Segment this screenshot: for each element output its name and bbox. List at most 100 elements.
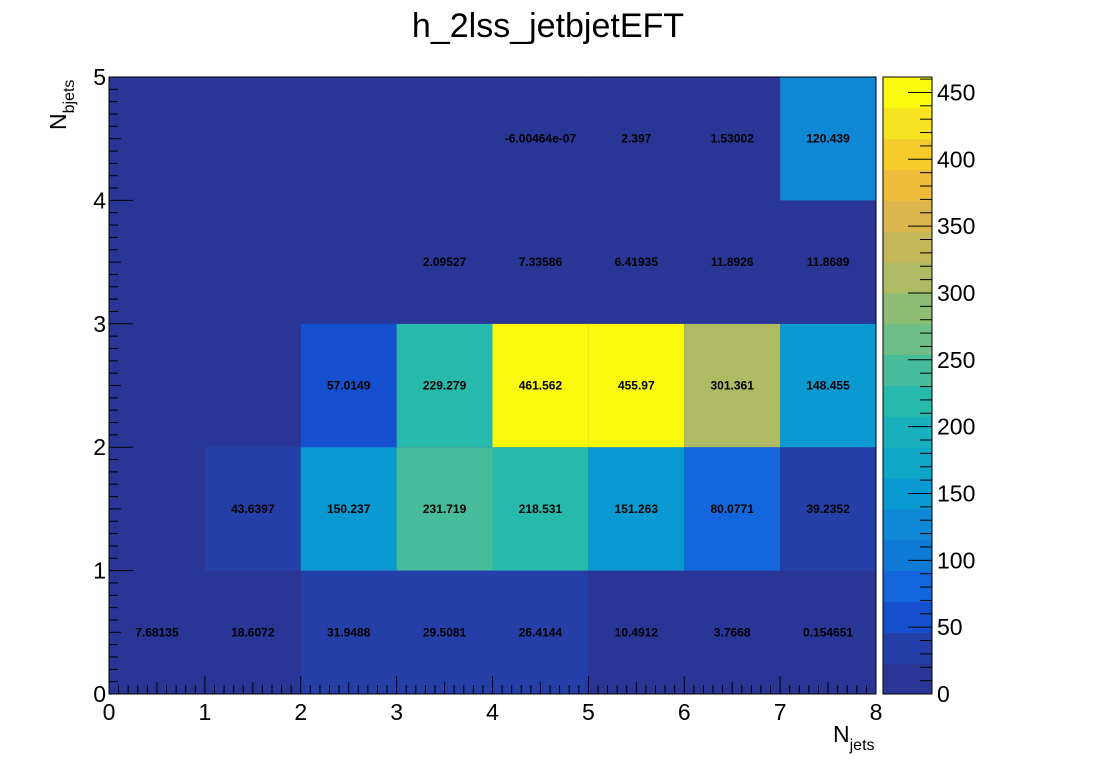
- color-palette: 0 50 100 150 200 250 300 350 400 450: [882, 76, 975, 707]
- heatmap-cell: [588, 323, 685, 448]
- heatmap-cell: [684, 447, 781, 571]
- heatmap-cell: [492, 77, 589, 201]
- x-axis-title: Njets: [833, 721, 875, 754]
- cell-value-label: 461.562: [519, 379, 563, 393]
- palette-band: [883, 416, 932, 448]
- heatmap-cell: [684, 570, 781, 694]
- heatmap-cell: [204, 447, 301, 571]
- cell-value-label: 6.41935: [615, 255, 659, 269]
- cell-value-label: 455.97: [618, 379, 655, 393]
- heatmap-cell: [300, 570, 397, 694]
- z-tick-label: 200: [937, 414, 975, 440]
- cell-value-label: 301.361: [710, 379, 754, 393]
- z-tick-label: 150: [937, 480, 975, 506]
- cell-value-label: 150.237: [327, 502, 371, 516]
- palette-band: [883, 292, 932, 325]
- palette-band: [883, 570, 932, 602]
- palette-band: [883, 632, 932, 664]
- heatmap-cell: [492, 447, 589, 571]
- palette-band: [883, 107, 932, 140]
- cell-value-label: 29.5081: [423, 625, 467, 639]
- cell-value-label: 7.33586: [519, 255, 563, 269]
- y-tick-label: 1: [93, 558, 106, 584]
- cell-value-label: 26.4144: [519, 625, 563, 639]
- cell-value-label: 10.4912: [615, 625, 659, 639]
- palette-band: [883, 508, 932, 541]
- heatmap-cell: [780, 323, 876, 448]
- cell-value-label: 0.154651: [803, 625, 853, 639]
- heatmap-cell: [588, 447, 685, 571]
- x-tick-label: 0: [103, 699, 116, 725]
- palette-band: [883, 138, 932, 171]
- heatmap-cell: [396, 323, 493, 448]
- y-tick-label: 2: [93, 434, 106, 460]
- z-tick-label: 400: [937, 146, 975, 172]
- y-axis-title: Nbjets: [45, 80, 78, 130]
- x-tick-label: 8: [870, 699, 883, 725]
- heatmap-cell: [780, 200, 876, 324]
- cell-value-label: 229.279: [423, 379, 467, 393]
- heatmap-cell: [492, 200, 589, 324]
- heatmap-cell: [588, 200, 685, 324]
- heatmap-cell: [109, 570, 205, 694]
- cell-value-label: 148.455: [806, 379, 850, 393]
- palette-band: [883, 601, 932, 633]
- x-axis-title-main: N: [833, 721, 850, 747]
- z-tick-label: 250: [937, 347, 975, 373]
- heatmap-cells: [109, 77, 876, 694]
- z-tick-label: 450: [937, 79, 975, 105]
- heatmap-cell: [684, 77, 781, 201]
- cell-value-label: 7.68135: [135, 625, 179, 639]
- y-tick-label: 5: [93, 64, 106, 90]
- z-tick-label: 300: [937, 280, 975, 306]
- cell-value-label: 2.09527: [423, 255, 467, 269]
- palette-band: [883, 231, 932, 263]
- x-tick-label: 5: [582, 699, 595, 725]
- x-axis-title-sub: jets: [849, 737, 875, 754]
- cell-value-label: 39.2352: [806, 502, 850, 516]
- cell-value-label: 18.6072: [231, 625, 275, 639]
- axes: 0 1 2 3 4 5 6 7 8 0 1 2 3 4 5: [93, 64, 882, 725]
- cell-value-label: 151.263: [615, 502, 659, 516]
- x-tick-label: 4: [486, 699, 499, 725]
- y-axis-title-sub: bjets: [61, 80, 78, 114]
- palette-band: [883, 663, 932, 695]
- z-tick-label: 0: [937, 681, 950, 707]
- heatmap-cell: [780, 77, 876, 201]
- palette-band: [883, 447, 932, 479]
- palette-band: [883, 262, 932, 294]
- heatmap-cell: [396, 570, 493, 694]
- cell-value-label: 11.8926: [711, 255, 754, 269]
- palette-band: [883, 539, 932, 572]
- heatmap-cell: [300, 323, 397, 448]
- cell-value-label: 80.0771: [710, 502, 754, 516]
- x-tick-label: 2: [294, 699, 307, 725]
- y-axis-title-main: N: [45, 113, 71, 130]
- chart-title: h_2lss_jetbjetEFT: [412, 7, 684, 45]
- z-tick-label: 100: [937, 547, 975, 573]
- heatmap-cell: [204, 570, 301, 694]
- x-tick-label: 3: [390, 699, 403, 725]
- cell-value-label: 57.0149: [327, 379, 371, 393]
- cell-value-label: 1.53002: [710, 132, 754, 146]
- heatmap-cell: [396, 200, 493, 324]
- x-tick-label: 1: [198, 699, 211, 725]
- heatmap-cell: [492, 570, 589, 694]
- heatmap-cell: [300, 447, 397, 571]
- x-tick-label: 6: [678, 699, 691, 725]
- heatmap-cell: [588, 77, 685, 201]
- cell-value-label: 120.439: [806, 132, 850, 146]
- heatmap-cell: [780, 447, 876, 571]
- palette-band: [883, 200, 932, 232]
- heatmap-cell: [780, 570, 876, 694]
- palette-band: [883, 385, 932, 417]
- heatmap-cell: [588, 570, 685, 694]
- cell-value-label: -6.00464e-07: [505, 132, 577, 146]
- y-tick-label: 4: [93, 187, 106, 213]
- cell-value-label: 218.531: [519, 502, 563, 516]
- palette-band: [883, 323, 932, 356]
- heatmap-cell: [492, 323, 589, 448]
- z-tick-label: 350: [937, 213, 975, 239]
- heatmap-cell: [396, 447, 493, 571]
